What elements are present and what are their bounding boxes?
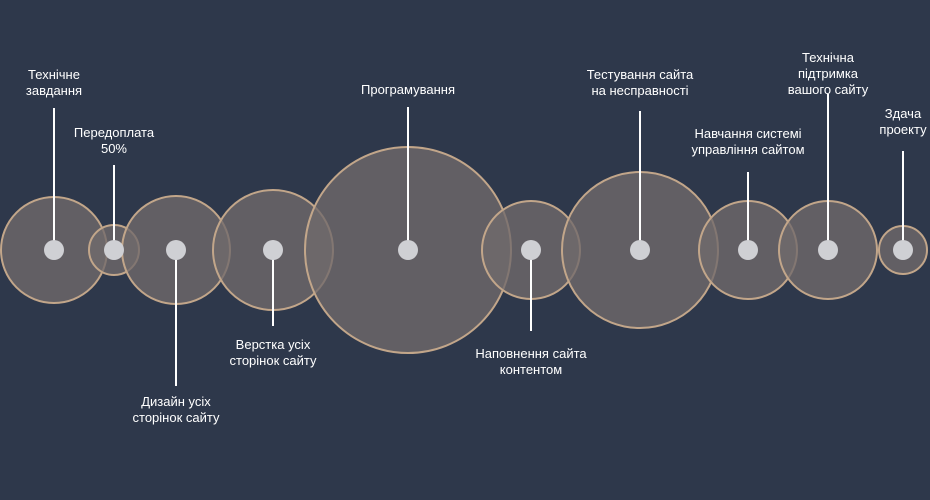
step-label-cms-training: Навчання системі управління сайтом xyxy=(691,126,805,157)
step-dot-testing xyxy=(630,240,650,260)
step-dot-content xyxy=(521,240,541,260)
step-dot-tech-spec xyxy=(44,240,64,260)
step-dot-prepayment xyxy=(104,240,124,260)
step-dot-design xyxy=(166,240,186,260)
step-label-content: Наповнення сайта контентом xyxy=(475,346,587,377)
step-label-markup: Верстка усіх сторінок сайту xyxy=(229,337,317,368)
step-dot-cms-training xyxy=(738,240,758,260)
step-label-design: Дизайн усіх сторінок сайту xyxy=(132,394,220,425)
step-dot-support xyxy=(818,240,838,260)
step-label-support: Технічна підтримка вашого сайту xyxy=(787,50,869,97)
step-label-prepayment: Передоплата 50% xyxy=(73,125,155,156)
step-label-tech-spec: Технічне завдання xyxy=(25,67,83,98)
step-dot-handover xyxy=(893,240,913,260)
step-label-testing: Тестування сайта на несправності xyxy=(586,67,694,98)
step-label-programming: Програмування xyxy=(361,82,455,97)
step-dot-programming xyxy=(398,240,418,260)
step-label-handover: Здача проекту xyxy=(879,106,927,137)
step-dot-markup xyxy=(263,240,283,260)
